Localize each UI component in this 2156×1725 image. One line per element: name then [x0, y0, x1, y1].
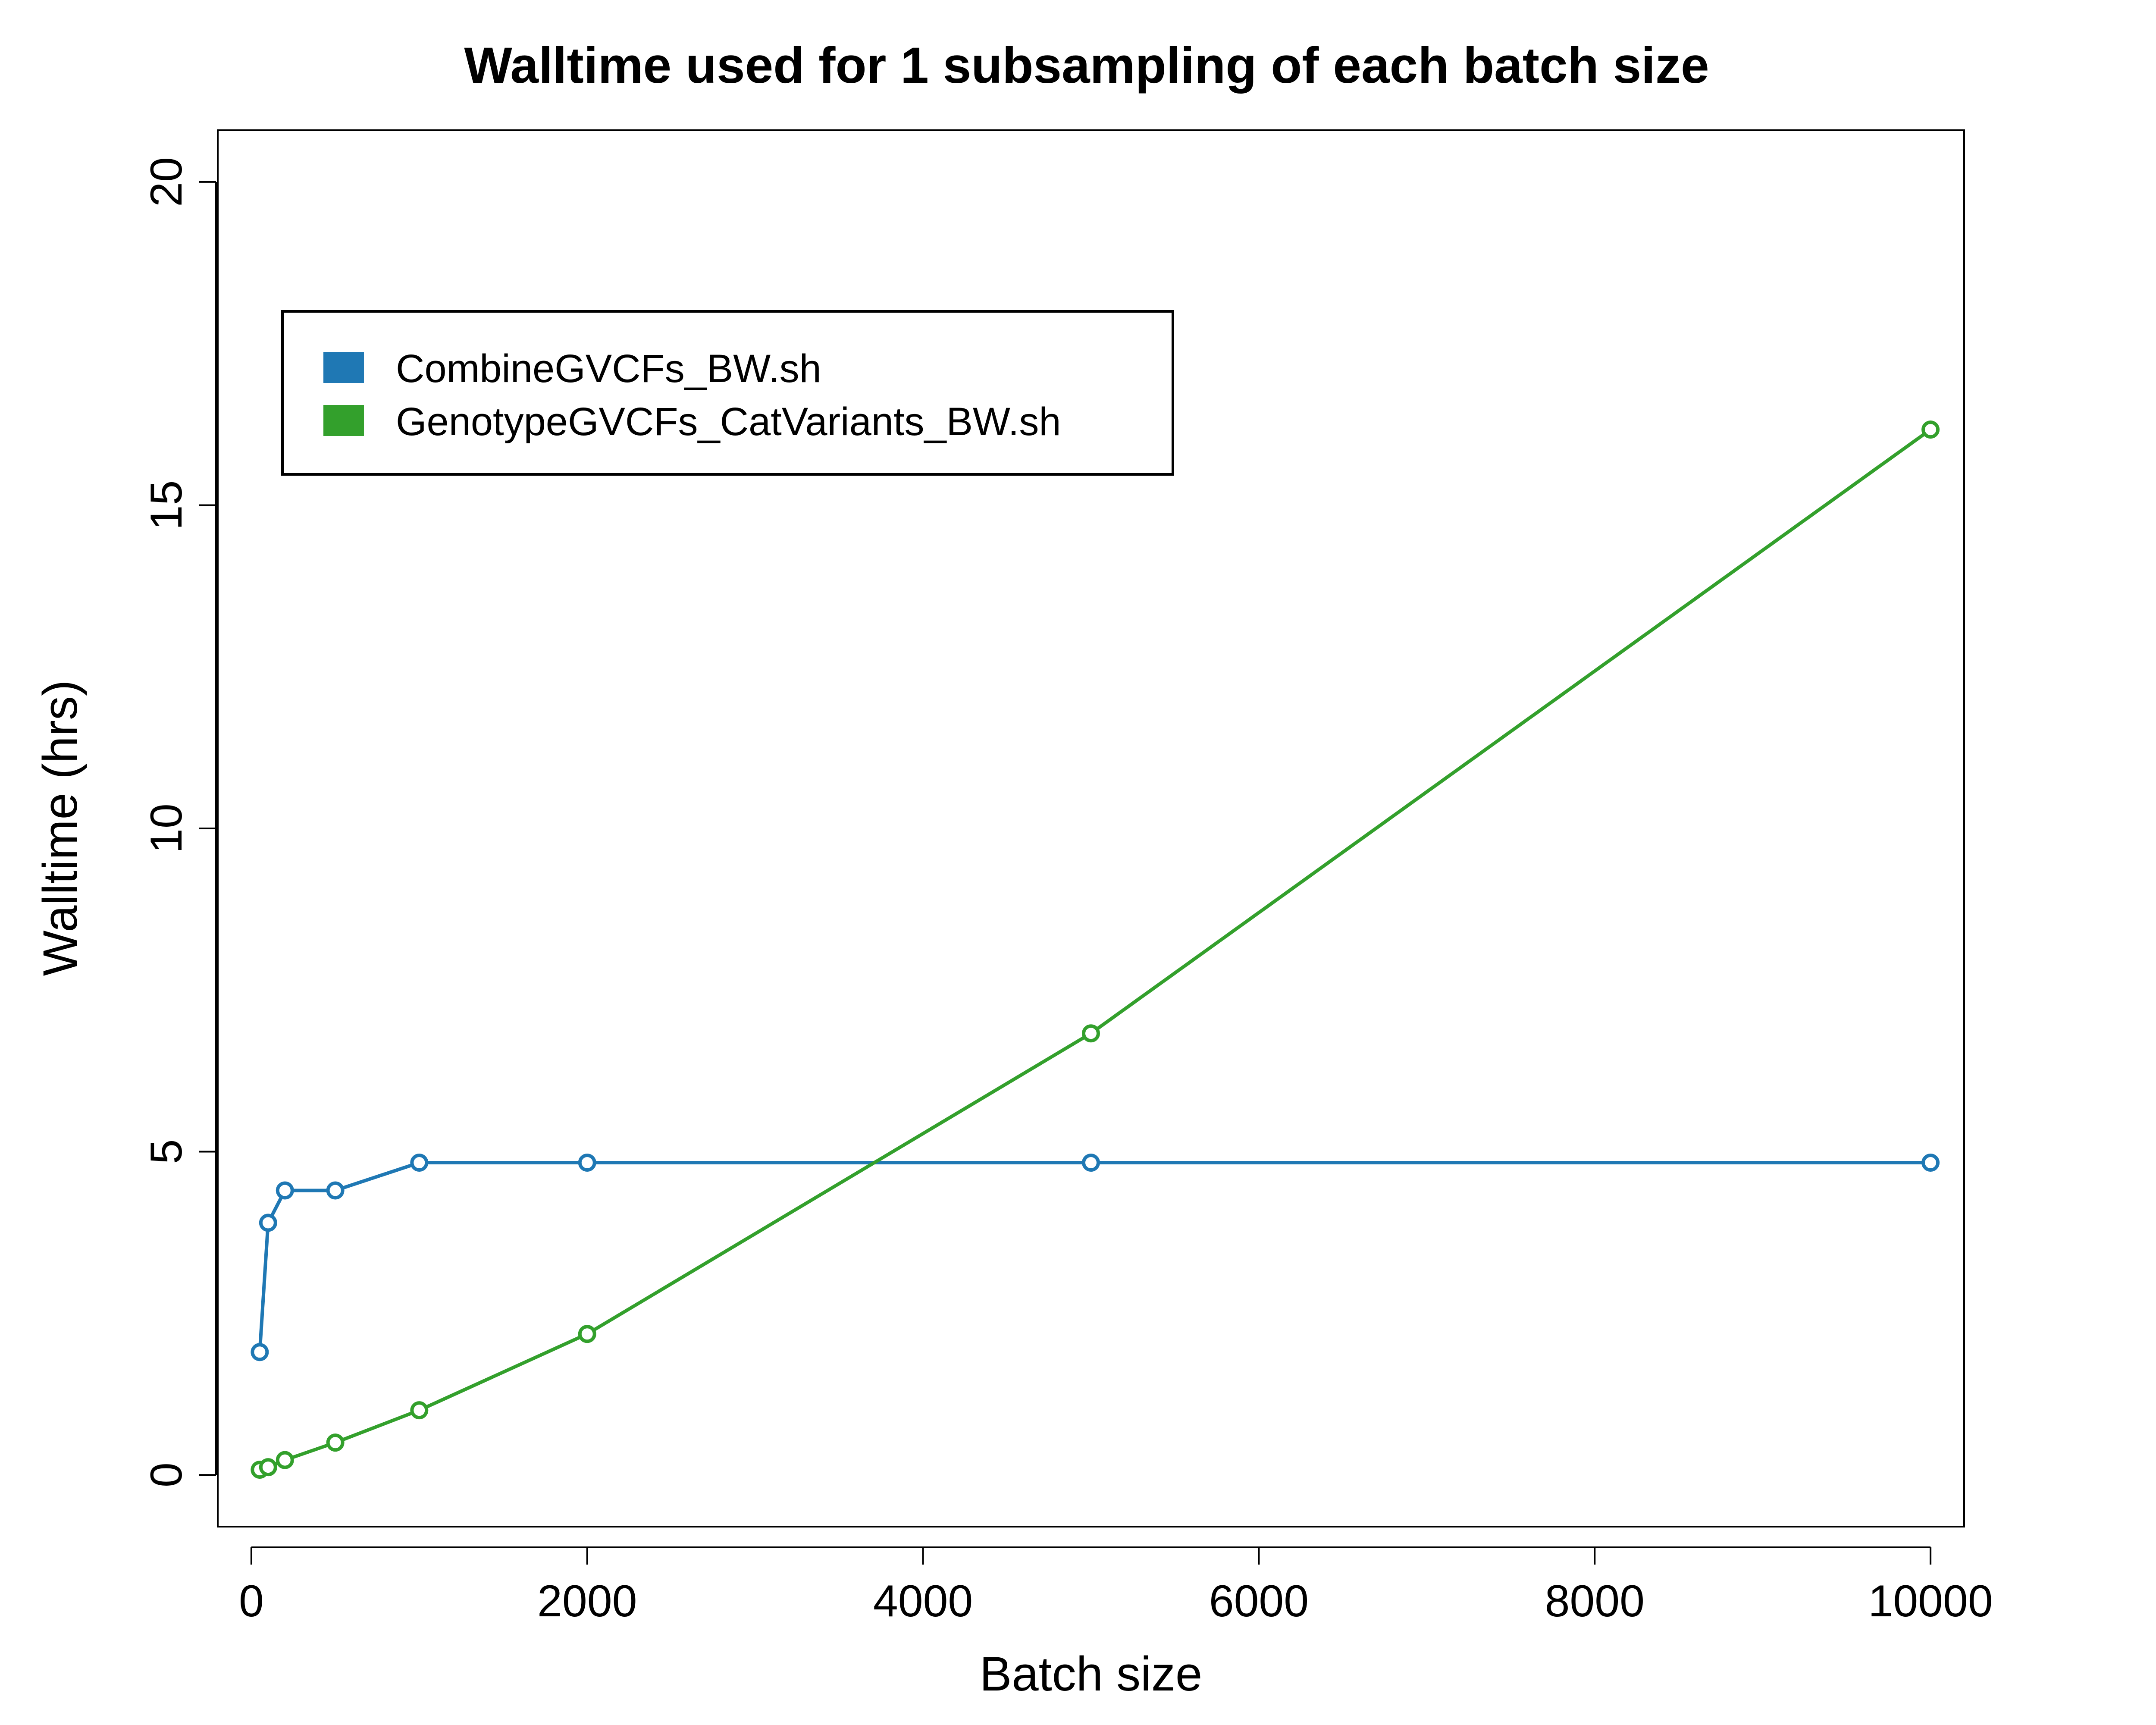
data-point: [410, 1154, 429, 1172]
x-axis: 0 2000 4000 6000 8000 10000: [239, 1546, 1993, 1626]
x-axis-label: Batch size: [980, 1647, 1203, 1701]
x-tick-label: 0: [239, 1576, 264, 1626]
series-layer: [251, 420, 1940, 1479]
legend: CombineGVCFs_BW.sh GenotypeGVCFs_CatVaria…: [281, 310, 1174, 476]
data-point: [251, 1343, 269, 1361]
series-2: [251, 420, 1940, 1479]
data-point: [259, 1214, 277, 1232]
data-point: [326, 1433, 345, 1452]
legend-label: GenotypeGVCFs_CatVariants_BW.sh: [396, 400, 1061, 444]
data-point: [276, 1181, 294, 1200]
x-tick-label: 8000: [1545, 1576, 1645, 1626]
data-point: [1082, 1154, 1100, 1172]
series-line: [258, 1161, 1931, 1352]
y-tick-label: 15: [141, 480, 191, 530]
legend-box: [281, 310, 1174, 476]
legend-swatch: [323, 352, 364, 383]
data-point: [1082, 1024, 1100, 1043]
legend-swatch: [323, 405, 364, 436]
data-point: [410, 1401, 429, 1420]
y-axis: 0 5 10 15 20: [141, 157, 217, 1487]
y-tick-label: 10: [141, 803, 191, 853]
y-axis-label: Walltime (hrs): [33, 680, 87, 976]
data-point: [1921, 420, 1940, 439]
data-point: [578, 1154, 596, 1172]
x-tick-label: 6000: [1209, 1576, 1309, 1626]
data-point: [326, 1181, 345, 1200]
data-point: [578, 1325, 596, 1343]
y-tick-label: 0: [141, 1462, 191, 1487]
series-line: [259, 428, 1932, 1471]
data-point: [259, 1458, 277, 1477]
x-tick-label: 2000: [537, 1576, 637, 1626]
y-tick-label: 20: [141, 157, 191, 207]
y-tick-label: 5: [141, 1139, 191, 1164]
x-tick-label: 4000: [873, 1576, 973, 1626]
series-1: [251, 1154, 1940, 1361]
plot-frame: [217, 129, 1965, 1527]
data-point: [276, 1451, 294, 1469]
legend-label: CombineGVCFs_BW.sh: [396, 347, 821, 391]
chart-title: Walltime used for 1 subsampling of each …: [464, 37, 1709, 94]
x-tick-label: 10000: [1868, 1576, 1993, 1626]
data-point: [1921, 1154, 1940, 1172]
